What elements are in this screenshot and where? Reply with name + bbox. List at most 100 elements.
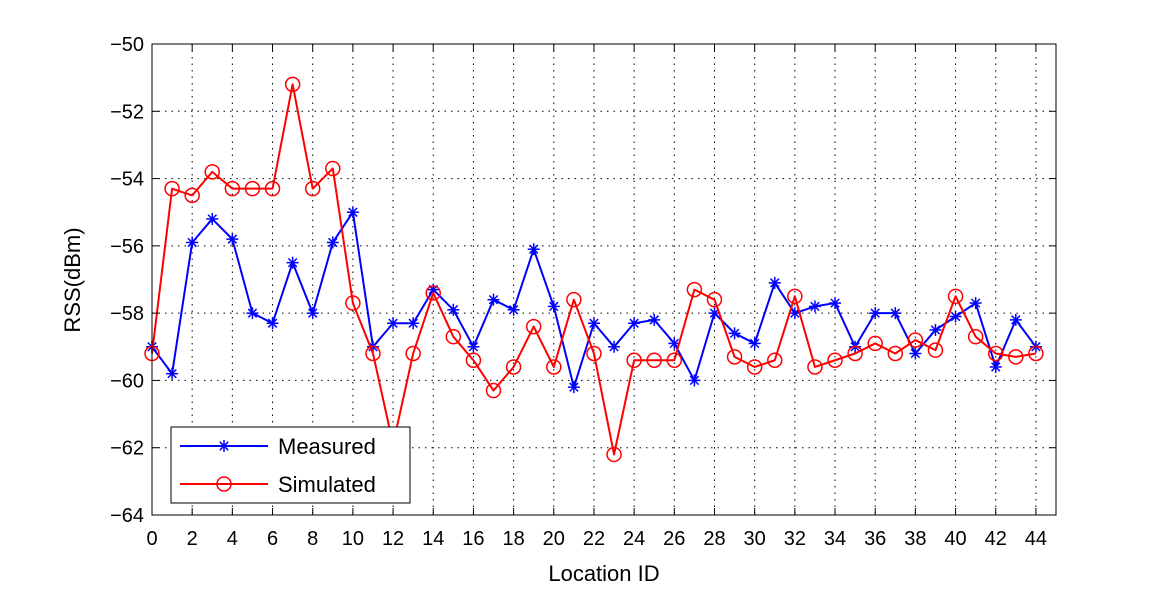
- simulated-point: [465, 352, 482, 368]
- simulated-point: [626, 352, 642, 368]
- measured-point: [567, 381, 580, 394]
- simulated-point: [304, 180, 321, 197]
- x-tick-label: 14: [422, 528, 444, 550]
- measured-point: [768, 276, 781, 289]
- simulated-point: [505, 359, 522, 375]
- y-tick-label: −56: [110, 236, 144, 258]
- x-tick-label: 30: [744, 528, 766, 550]
- measured-point: [286, 256, 299, 269]
- x-tick-label: 38: [904, 528, 926, 550]
- x-tick-label: 34: [824, 528, 846, 550]
- x-tick-label: 16: [462, 528, 484, 550]
- simulated-point: [907, 332, 924, 348]
- measured-point: [869, 307, 882, 320]
- x-tick-label: 20: [543, 528, 565, 550]
- y-tick-label: −64: [110, 505, 144, 527]
- simulated-point: [525, 318, 542, 335]
- measured-point: [407, 317, 420, 330]
- x-tick-label: 40: [944, 528, 966, 550]
- x-tick-label: 24: [623, 528, 645, 550]
- simulated-point: [787, 288, 803, 305]
- simulated-point: [566, 291, 582, 308]
- measured-point: [467, 340, 480, 353]
- x-tick-label: 26: [663, 528, 685, 550]
- simulated-point: [264, 180, 281, 197]
- simulated-point: [967, 328, 984, 345]
- measured-point: [266, 317, 279, 330]
- measured-point: [728, 327, 741, 340]
- simulated-point: [726, 349, 743, 365]
- x-axis-title: Location ID: [548, 561, 659, 586]
- measured-point: [447, 303, 460, 316]
- y-tick-label: −52: [110, 101, 144, 123]
- y-tick-label: −58: [110, 303, 144, 325]
- measured-point: [829, 297, 842, 310]
- legend-simulated-marker: [216, 476, 232, 492]
- legend-box: [170, 426, 411, 504]
- measured-point: [808, 300, 821, 313]
- measured-point: [748, 337, 761, 350]
- simulated-point: [405, 345, 421, 362]
- simulated-point: [284, 76, 301, 93]
- measured-point: [206, 212, 219, 225]
- simulated-point: [686, 281, 703, 298]
- x-tick-label: 0: [146, 528, 157, 550]
- measured-point: [989, 360, 1002, 373]
- measured-point: [547, 300, 560, 313]
- x-tick-label: 10: [342, 528, 364, 550]
- simulated-point: [1008, 349, 1024, 365]
- simulated-point: [867, 335, 883, 352]
- measured-point: [387, 317, 400, 330]
- measured-point: [487, 293, 500, 306]
- simulated-point: [987, 345, 1004, 362]
- simulated-point: [807, 359, 823, 375]
- x-tick-label: 32: [784, 528, 806, 550]
- x-tick-label: 42: [985, 528, 1007, 550]
- x-tick-label: 22: [583, 528, 605, 550]
- x-tick-label: 4: [227, 528, 238, 550]
- y-tick-label: −62: [110, 438, 144, 460]
- x-tick-label: 28: [703, 528, 725, 550]
- measured-point: [648, 313, 661, 326]
- simulated-point: [646, 352, 662, 368]
- simulated-point: [586, 345, 602, 362]
- measured-point: [346, 206, 359, 219]
- simulated-point: [746, 359, 763, 375]
- simulated-point: [164, 180, 180, 197]
- plot-frame: [151, 43, 1057, 516]
- simulated-point: [244, 180, 261, 197]
- simulated-point: [325, 160, 341, 177]
- x-tick-label: 18: [502, 528, 524, 550]
- simulated-point: [827, 352, 843, 368]
- measured-point: [306, 307, 319, 320]
- y-axis-title: RSS(dBm): [60, 227, 85, 332]
- legend-measured-label: Measured: [278, 434, 376, 459]
- measured-point: [608, 340, 621, 353]
- measured-point: [326, 236, 339, 249]
- measured-point: [889, 307, 902, 320]
- x-tick-label: 36: [864, 528, 886, 550]
- simulated-point: [947, 288, 964, 305]
- x-tick-label: 12: [382, 528, 404, 550]
- simulated-point: [485, 382, 502, 399]
- measured-point: [688, 374, 701, 387]
- measured-point: [949, 310, 962, 323]
- grid: [152, 44, 1056, 515]
- measured-series: [146, 206, 1042, 394]
- measured-point: [628, 317, 641, 330]
- measured-point: [909, 347, 922, 360]
- legend-simulated-label: Simulated: [278, 472, 376, 497]
- simulated-point: [606, 446, 622, 463]
- legend-measured-marker: [218, 440, 230, 452]
- simulated-point: [445, 328, 462, 345]
- simulated-point: [927, 342, 944, 358]
- simulated-point: [887, 345, 904, 362]
- simulated-point: [666, 352, 683, 368]
- measured-point: [246, 307, 259, 320]
- measured-point: [527, 243, 540, 256]
- measured-point: [929, 323, 942, 336]
- y-tick-label: −54: [110, 169, 144, 191]
- measured-point: [1009, 313, 1022, 326]
- simulated-point: [706, 291, 723, 308]
